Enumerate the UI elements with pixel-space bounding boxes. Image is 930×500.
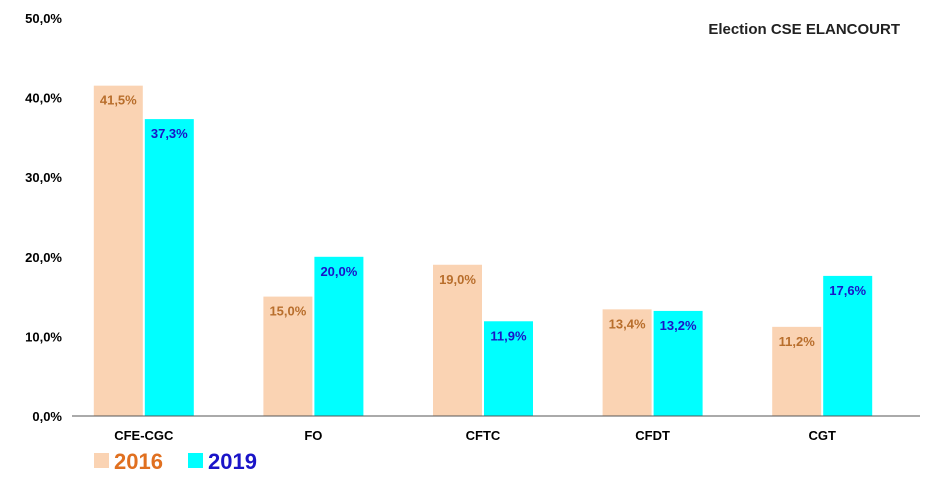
- data-label: 11,2%: [779, 334, 816, 349]
- data-label: 13,4%: [609, 316, 646, 331]
- legend-label: 2016: [114, 449, 163, 474]
- x-axis: CFE-CGC FO CFTC CFDT CGT: [114, 428, 836, 443]
- legend-label: 2019: [208, 449, 257, 474]
- bar-2019-cgt: [823, 275, 873, 416]
- x-tick-label: CFTC: [466, 428, 501, 443]
- x-tick-label: CGT: [808, 428, 836, 443]
- data-label: 19,0%: [439, 272, 476, 287]
- legend-swatch-2019: [188, 453, 203, 468]
- bar-2019-cftc: [484, 321, 533, 416]
- x-tick-label: CFDT: [635, 428, 670, 443]
- y-tick-label: 40,0%: [25, 91, 62, 106]
- bar-2016-cgt: [772, 326, 822, 416]
- y-tick-label: 0,0%: [32, 409, 62, 424]
- bar-2019-cfe-cgc: [144, 119, 194, 416]
- data-label: 20,0%: [320, 264, 357, 279]
- y-axis: 0,0% 10,0% 20,0% 30,0% 40,0% 50,0%: [25, 11, 62, 424]
- y-tick-label: 20,0%: [25, 250, 62, 265]
- legend-swatch-2016: [94, 453, 109, 468]
- y-tick-label: 50,0%: [25, 11, 62, 26]
- data-label: 37,3%: [151, 126, 188, 141]
- bar-2019-fo: [314, 256, 364, 416]
- y-tick-label: 10,0%: [25, 329, 62, 344]
- data-label: 41,5%: [100, 93, 137, 108]
- y-tick-label: 30,0%: [25, 170, 62, 185]
- bar-2016-cftc: [433, 264, 482, 416]
- plot-area: 41,5% 37,3% 15,0% 20,0% 19,0% 11,9% 13,4% 13,2%…: [93, 85, 873, 416]
- bar-2016-fo: [263, 296, 313, 416]
- legend: 2016 2019: [94, 449, 257, 474]
- x-tick-label: FO: [304, 428, 322, 443]
- data-label: 15,0%: [269, 304, 306, 319]
- data-label: 13,2%: [660, 318, 697, 333]
- chart-title: Election CSE ELANCOURT: [708, 21, 900, 38]
- x-tick-label: CFE-CGC: [114, 428, 174, 443]
- bar-2016-cfdt: [602, 309, 652, 416]
- data-label: 11,9%: [490, 328, 527, 343]
- bar-2019-cfdt: [653, 310, 703, 416]
- bar-2016-cfe-cgc: [93, 85, 143, 416]
- data-label: 17,6%: [829, 283, 866, 298]
